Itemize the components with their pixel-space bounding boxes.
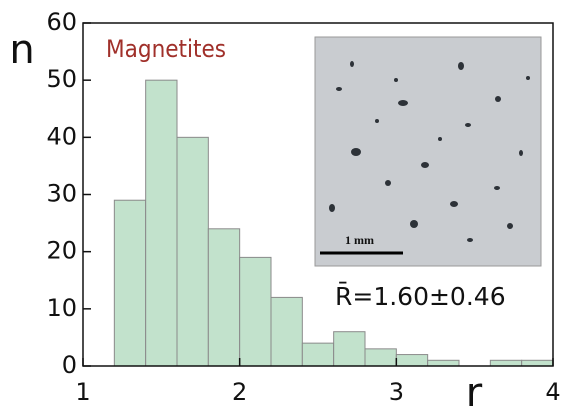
bar — [113, 199, 147, 367]
bar — [364, 348, 397, 367]
bar — [489, 359, 523, 367]
bar — [176, 136, 209, 367]
annotation: R̄=1.60±0.46 — [335, 281, 506, 311]
y-tick-label: 30 — [46, 180, 77, 208]
x-tick-label: 3 — [389, 378, 404, 406]
bar — [270, 296, 303, 367]
y-tick-label: 40 — [46, 122, 77, 150]
y-tick-label: 10 — [46, 294, 77, 322]
y-tick-label: 20 — [46, 237, 77, 265]
x-axis-label: r — [466, 370, 483, 416]
annotation: Magnetites — [106, 35, 226, 63]
bar — [207, 228, 241, 367]
y-tick-label: 0 — [62, 351, 77, 379]
bar — [145, 79, 178, 367]
scale-label: 1 mm — [345, 233, 374, 247]
x-tick-label: 1 — [75, 378, 90, 406]
bar — [333, 331, 366, 367]
bar — [239, 256, 272, 367]
y-tick-label: 60 — [46, 8, 77, 36]
bar — [395, 354, 429, 367]
y-tick-label: 50 — [46, 65, 77, 93]
x-tick-label: 4 — [545, 378, 560, 406]
bars — [113, 79, 554, 367]
bar — [301, 342, 335, 367]
inset-photo — [314, 36, 542, 267]
bar — [521, 359, 554, 367]
bar — [427, 359, 460, 367]
y-axis-label: n — [9, 27, 34, 73]
x-tick-label: 2 — [232, 378, 247, 406]
